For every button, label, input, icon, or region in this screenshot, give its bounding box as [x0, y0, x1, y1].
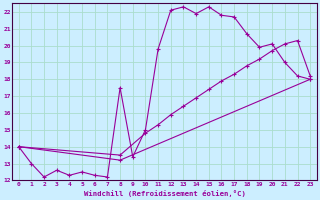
X-axis label: Windchill (Refroidissement éolien,°C): Windchill (Refroidissement éolien,°C) [84, 190, 245, 197]
